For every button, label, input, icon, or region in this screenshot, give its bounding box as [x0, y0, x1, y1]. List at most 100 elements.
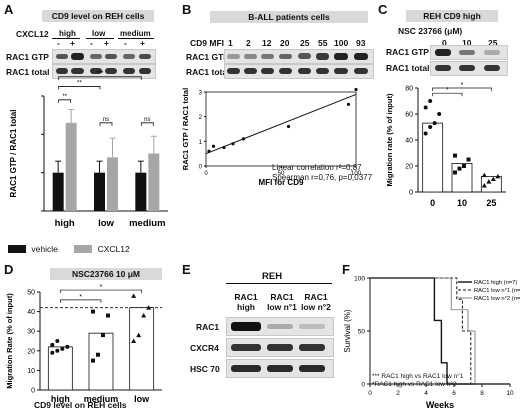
- panel-a-blot-total: [52, 64, 156, 79]
- data-point: [91, 309, 95, 314]
- data-point: [437, 112, 442, 116]
- panel-a-cxcl12-label: CXCL12: [16, 29, 49, 39]
- data-point: [136, 332, 142, 338]
- panel-a-legend: vehicle CXCL12: [8, 243, 130, 254]
- dose-25: 25: [488, 38, 498, 48]
- sig-bracket: [59, 299, 102, 303]
- panel-e-col-low2: RAC1 low n°2: [301, 292, 331, 312]
- data-point: [490, 176, 496, 181]
- panel-a-blot-gtp: [52, 49, 156, 64]
- band: [244, 54, 257, 59]
- data-point: [495, 173, 501, 179]
- bar-25: [480, 176, 502, 193]
- y-tick-label: 100: [354, 276, 365, 283]
- y-tick-label: 30: [27, 329, 35, 336]
- y-tick-label: 0: [31, 388, 35, 395]
- sig-bracket: [432, 87, 492, 91]
- y-tick-label: 0: [199, 165, 203, 171]
- band: [484, 50, 500, 55]
- x-tick-label-10: 10: [457, 198, 467, 208]
- sig-bracket: [58, 76, 142, 80]
- data-point: [131, 293, 137, 298]
- band: [231, 344, 261, 351]
- band: [261, 68, 274, 74]
- y-tick-label: 20: [405, 164, 413, 171]
- panel-c-title: REH CD9 high: [406, 10, 498, 22]
- mfi-2: 2: [246, 38, 251, 48]
- band: [435, 49, 451, 56]
- y-tick-label: 1: [199, 140, 203, 146]
- data-point: [423, 131, 428, 136]
- x-tick-label: 2: [396, 390, 400, 397]
- panel-e-row-rac1: RAC1: [196, 322, 220, 332]
- band: [279, 68, 292, 74]
- dose-0: 0: [442, 38, 447, 48]
- panel-e-blot-hsc70: [226, 359, 334, 378]
- x-tick-label: 0: [368, 390, 372, 397]
- mfi-7: 100: [334, 38, 349, 48]
- x-axis-label: MFI for CD9: [259, 178, 304, 187]
- legend-swatch-cxcl12: [74, 244, 93, 253]
- panel-e-row-hsc70: HSC 70: [190, 364, 220, 374]
- group-underline-high: [52, 38, 80, 39]
- band: [56, 54, 68, 59]
- scatter-point: [231, 142, 235, 146]
- x-tick-label: 10: [506, 390, 514, 397]
- scatter-point: [241, 137, 246, 141]
- x-tick-label: 8: [480, 390, 484, 397]
- scatter-point: [354, 87, 358, 92]
- y-tick-label: 10: [27, 368, 35, 375]
- band: [56, 68, 68, 74]
- x-tick-label-25: 25: [486, 198, 496, 208]
- band: [123, 54, 135, 59]
- data-point: [466, 157, 471, 162]
- panel-f-label: F: [342, 262, 350, 277]
- panel-e-label: E: [182, 262, 191, 277]
- y-axis-label: Survival (%): [343, 309, 352, 352]
- band: [90, 68, 102, 74]
- band: [267, 344, 293, 351]
- panel-b-label: B: [182, 2, 192, 17]
- x-tick-label-low: low: [98, 218, 114, 229]
- mfi-8: 93: [356, 38, 366, 48]
- y-tick-label: 40: [405, 138, 413, 145]
- sign-4: +: [104, 38, 109, 48]
- x-tick-label-high: high: [51, 394, 70, 404]
- mfi-4: 20: [280, 38, 290, 48]
- panel-b-annotation-1: Linear correlation r²=0,87: [272, 163, 362, 172]
- sig-bracket: [140, 122, 154, 126]
- data-point: [428, 125, 433, 129]
- data-point: [428, 99, 433, 103]
- panel-a-row-rac1-gtp: RAC1 GTP: [6, 52, 49, 62]
- panel-c-row-rac1-total: RAC1 total: [386, 63, 430, 73]
- sig-bracket: [59, 289, 143, 294]
- x-tick-label-high: high: [55, 218, 75, 229]
- band: [139, 68, 151, 74]
- data-point: [423, 105, 428, 110]
- mfi-5: 25: [300, 38, 310, 48]
- data-point: [486, 179, 492, 184]
- scatter-point: [346, 102, 351, 106]
- band: [299, 365, 325, 372]
- panel-b-row-header: CD9 MFI: [190, 38, 224, 48]
- y-tick-label: 60: [405, 112, 413, 119]
- y-axis-label: Migration rate (% of input): [385, 93, 394, 186]
- panel-b-scatter-chart: 0 1 2 3 0 50 100 MFI for CD9 RAC1 GTP / RAC1 tot…: [181, 87, 362, 187]
- group-underline-medium: [118, 38, 154, 39]
- band: [459, 50, 475, 55]
- sig-bracket: [432, 92, 463, 97]
- data-point: [432, 121, 437, 126]
- band: [267, 324, 293, 329]
- legend-label-cxcl12: CXCL12: [97, 243, 130, 254]
- bar-vehicle-low: [94, 172, 105, 211]
- y-axis-label: Migration Rate (% of input): [5, 293, 14, 389]
- band: [316, 68, 329, 74]
- x-tick-label: 50: [278, 171, 285, 177]
- band: [435, 65, 451, 71]
- band: [139, 54, 151, 59]
- group-label-low: low: [92, 29, 106, 38]
- panel-c-drug-label: NSC 23766 (μM): [398, 26, 463, 36]
- x-tick-label: 0: [204, 171, 208, 177]
- x-tick-label-medium: medium: [84, 394, 119, 404]
- band: [71, 68, 84, 74]
